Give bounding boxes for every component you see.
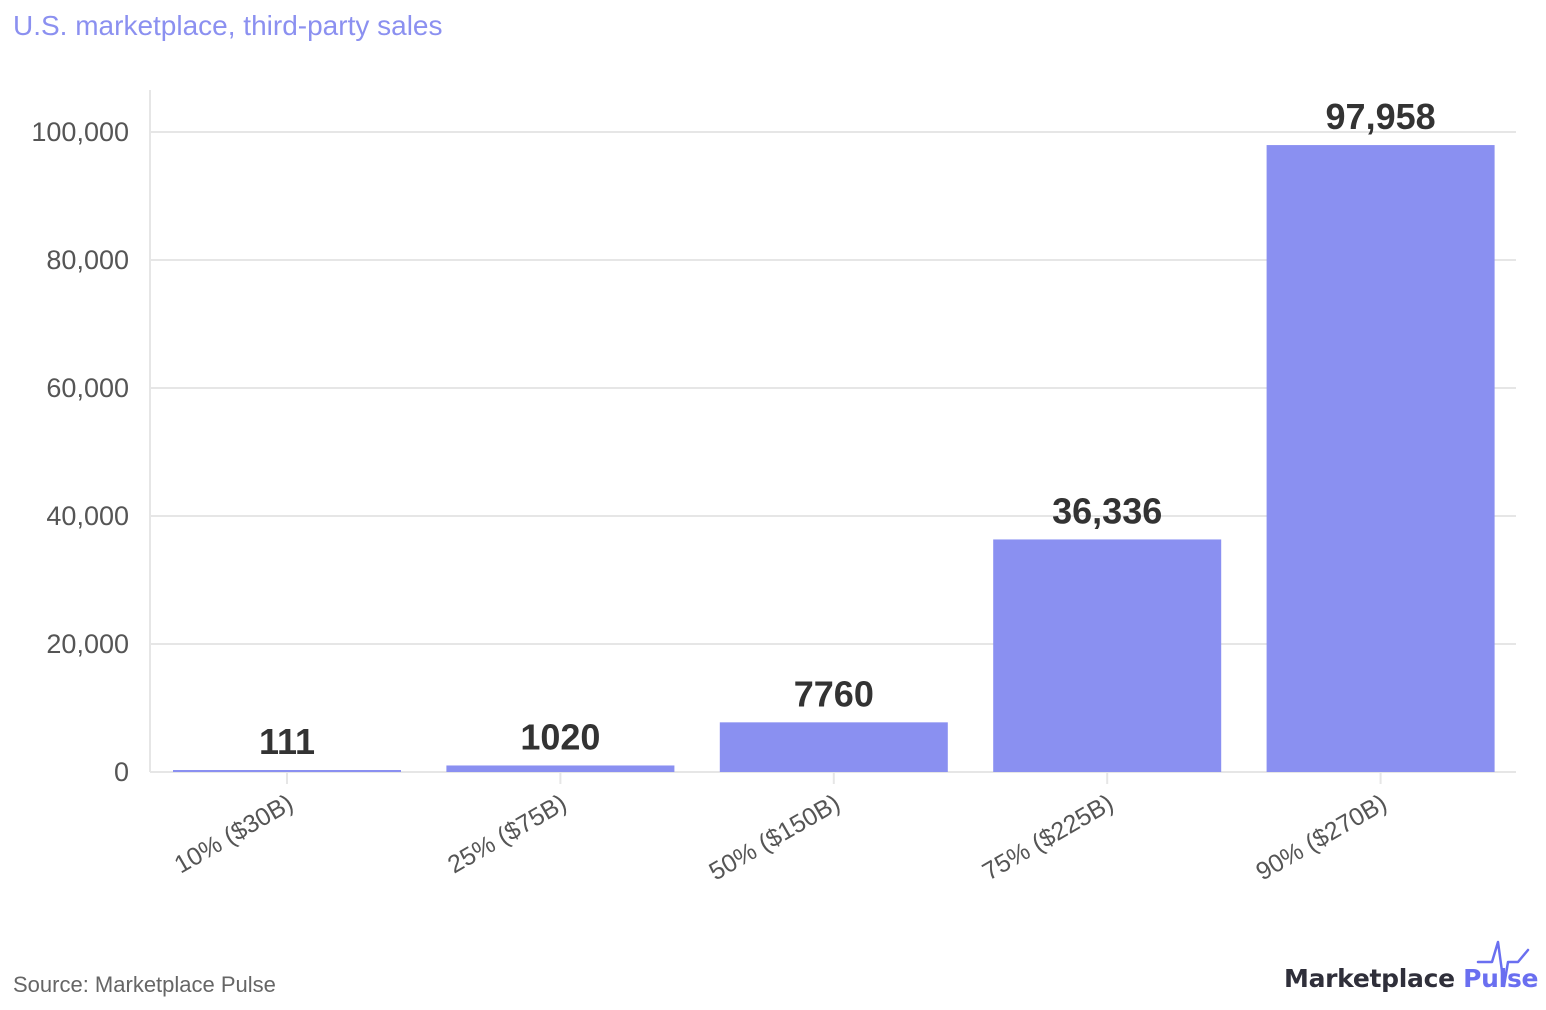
x-tick-label: 10% ($30B) [170, 789, 298, 879]
data-label: 1020 [520, 716, 600, 757]
logo-text-marketplace: Marketplace [1284, 964, 1455, 993]
x-tick-label: 90% ($270B) [1251, 789, 1391, 886]
data-label: 7760 [794, 673, 874, 714]
y-tick-label: 0 [114, 757, 129, 787]
data-label: 36,336 [1052, 490, 1162, 531]
y-tick-label: 40,000 [46, 501, 129, 531]
x-axis-tick-labels: 10% ($30B) 25% ($75B) 50% ($150B) 75% ($225… [170, 772, 1392, 886]
bars [173, 145, 1495, 773]
bar [719, 722, 948, 772]
data-label: 97,958 [1326, 96, 1436, 137]
chart-subtitle: U.S. marketplace, third-party sales [13, 10, 443, 41]
pulse-line-icon [1476, 940, 1530, 988]
y-tick-label: 60,000 [46, 373, 129, 403]
y-tick-label: 20,000 [46, 629, 129, 659]
marketplace-pulse-logo: Marketplace Pulse [1284, 940, 1538, 1000]
y-tick-label: 80,000 [46, 245, 129, 275]
x-tick-label: 75% ($225B) [978, 789, 1118, 886]
y-tick-label: 100,000 [31, 117, 129, 147]
x-tick-label: 25% ($75B) [443, 789, 571, 879]
bar [173, 770, 401, 772]
bar [446, 765, 675, 772]
x-tick-label: 50% ($150B) [704, 789, 844, 886]
bar-chart: 0 20,000 40,000 60,000 80,000 100,000 10% ($3… [31, 90, 1516, 886]
bar [1266, 145, 1495, 773]
source-note: Source: Marketplace Pulse [13, 972, 276, 997]
bar [993, 539, 1222, 772]
data-labels: 111 1020 7760 36,336 97,958 [259, 96, 1436, 762]
y-axis-tick-labels: 0 20,000 40,000 60,000 80,000 100,000 [31, 117, 129, 787]
data-label: 111 [259, 721, 315, 762]
